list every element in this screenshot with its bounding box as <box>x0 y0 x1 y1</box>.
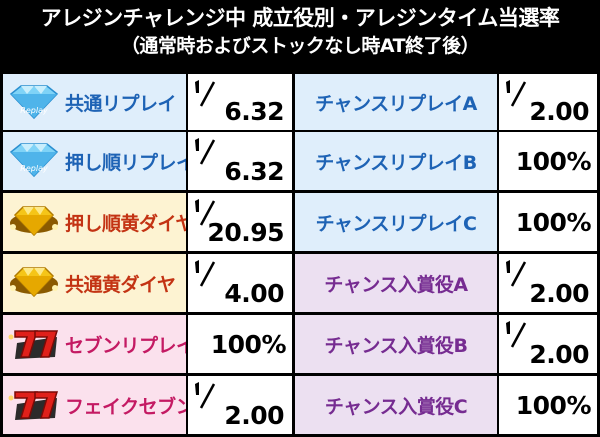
yellow-diamond-icon <box>10 267 58 298</box>
right-label-cell: チャンス入賞役C <box>295 376 497 434</box>
left-label-cell: Replay 押し順リプレイ <box>3 132 186 190</box>
right-value-cell: 2.00 <box>499 315 597 373</box>
role-name: 共通黄ダイヤ <box>65 273 176 296</box>
fraction-numerator-one <box>195 138 216 165</box>
yellow-diamond-icon <box>10 206 58 237</box>
right-value-cell: 2.00 <box>499 74 597 130</box>
probability-value: 2.00 <box>224 401 284 430</box>
left-label-cell: フェイクセブン <box>3 376 186 434</box>
fraction-numerator-one <box>195 199 216 226</box>
fraction-numerator-one <box>195 382 216 409</box>
role-name: 押し順リプレイ <box>65 151 186 174</box>
role-name: 共通リプレイ <box>65 92 177 115</box>
left-value-cell: 100% <box>188 315 292 373</box>
diamond-replay-icon: Replay <box>9 143 59 178</box>
role-name: チャンスリプレイA <box>315 92 477 115</box>
probability-value: 2.00 <box>529 279 589 308</box>
page-subtitle: （通常時およびストックなし時AT終了後） <box>120 35 480 57</box>
right-label-cell: チャンス入賞役B <box>295 315 497 373</box>
fraction-numerator-one <box>506 80 527 107</box>
fraction-numerator-one <box>506 260 527 287</box>
probability-value: 6.32 <box>224 157 284 186</box>
replay-icon-text: Replay <box>20 164 48 173</box>
role-name: チャンスリプレイC <box>315 212 477 235</box>
probability-value: 4.00 <box>224 279 284 308</box>
role-name: チャンス入賞役B <box>324 334 468 357</box>
diamond-replay-icon: Replay <box>9 85 59 120</box>
right-label-cell: チャンス入賞役A <box>295 254 497 312</box>
right-value-cell: 100% <box>499 193 597 251</box>
left-label-cell: 共通黄ダイヤ <box>3 254 186 312</box>
right-value-cell: 2.00 <box>499 254 597 312</box>
role-name: チャンス入賞役A <box>324 273 468 296</box>
probability-value: 100% <box>210 329 287 359</box>
fraction-numerator-one <box>195 80 216 107</box>
left-label-cell: Replay 共通リプレイ <box>3 74 186 130</box>
right-label-cell: チャンスリプレイC <box>295 193 497 251</box>
right-label-cell: チャンスリプレイA <box>295 74 497 130</box>
right-value-cell: 100% <box>499 376 597 434</box>
right-value-cell: 100% <box>499 132 597 190</box>
left-label-cell: セブンリプレイ <box>3 315 186 373</box>
role-name: フェイクセブン <box>65 395 186 418</box>
left-label-cell: 押し順黄ダイヤ <box>3 193 186 251</box>
role-name: チャンスリプレイB <box>315 151 477 174</box>
probability-value: 20.95 <box>207 218 284 247</box>
probability-table: Replay 共通リプレイ 6.32 チャンスリプレイA 2.00 Replay 押し順リプ… <box>0 71 600 437</box>
role-name: セブンリプレイ <box>65 334 186 357</box>
left-value-cell: 2.00 <box>188 376 292 434</box>
fraction-numerator-one <box>195 260 216 287</box>
probability-value: 6.32 <box>224 97 284 126</box>
replay-icon-text: Replay <box>20 106 48 115</box>
left-value-cell: 4.00 <box>188 254 292 312</box>
probability-value: 2.00 <box>529 97 589 126</box>
probability-value: 2.00 <box>529 340 589 369</box>
left-value-cell: 6.32 <box>188 74 292 130</box>
role-name: 押し順黄ダイヤ <box>65 212 186 235</box>
probability-value: 100% <box>515 207 592 237</box>
role-name: チャンス入賞役C <box>324 395 468 418</box>
red-seven-icon <box>8 391 59 420</box>
probability-value: 100% <box>515 390 592 420</box>
page-title: アレジンチャレンジ中 成立役別・アレジンタイム当選率 <box>40 6 560 30</box>
probability-value: 100% <box>515 146 592 176</box>
header-banner: アレジンチャレンジ中 成立役別・アレジンタイム当選率 （通常時およびストックなし… <box>0 0 600 71</box>
left-value-cell: 20.95 <box>188 193 292 251</box>
red-seven-icon <box>8 330 59 359</box>
fraction-numerator-one <box>506 321 527 348</box>
right-label-cell: チャンスリプレイB <box>295 132 497 190</box>
left-value-cell: 6.32 <box>188 132 292 190</box>
